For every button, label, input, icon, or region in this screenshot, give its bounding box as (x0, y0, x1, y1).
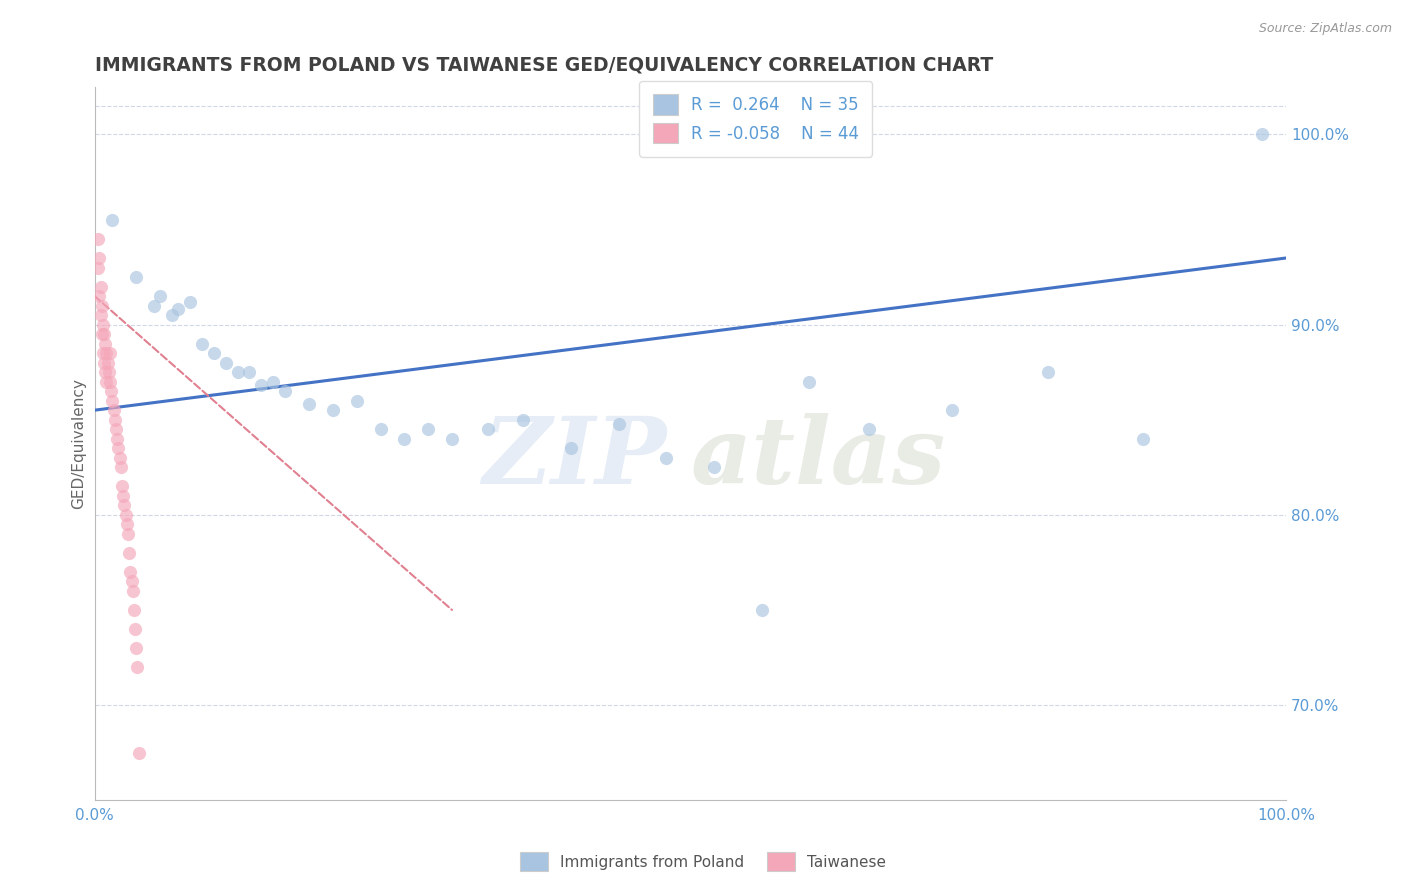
Point (191, 336, 214, 351)
Point (111, 479, 134, 493)
Point (941, 403, 963, 417)
Point (91, 346, 114, 360)
Point (607, 417, 630, 431)
Point (97, 356, 120, 370)
Point (98, 346, 121, 360)
Point (117, 526, 139, 541)
Point (477, 422, 499, 436)
Y-axis label: GED/Equivalency: GED/Equivalency (72, 378, 86, 509)
Point (89, 289, 111, 303)
Point (87, 260, 110, 275)
Point (90, 308, 112, 322)
Point (105, 422, 128, 436)
Point (96, 346, 118, 360)
Point (118, 546, 141, 560)
Point (121, 583, 143, 598)
Point (179, 294, 201, 309)
Point (858, 422, 880, 436)
Point (90, 327, 112, 342)
Point (128, 746, 150, 760)
Point (125, 270, 148, 285)
Point (214, 356, 236, 370)
Point (91, 318, 114, 332)
Point (149, 289, 172, 303)
Point (96, 375, 118, 389)
Point (127, 660, 149, 674)
Point (125, 640, 148, 655)
Point (799, 375, 821, 389)
Point (1251, 128, 1274, 142)
Point (298, 397, 321, 411)
Legend: R =  0.264    N = 35, R = -0.058    N = 44: R = 0.264 N = 35, R = -0.058 N = 44 (640, 81, 872, 156)
Text: atlas: atlas (690, 413, 945, 503)
Point (90, 299, 112, 313)
Point (120, 565, 142, 579)
Point (703, 460, 725, 475)
Point (114, 508, 136, 522)
Point (1036, 365, 1059, 379)
Text: IMMIGRANTS FROM POLAND VS TAIWANESE GED/EQUIVALENCY CORRELATION CHART: IMMIGRANTS FROM POLAND VS TAIWANESE GED/… (94, 55, 993, 74)
Point (87, 232, 110, 246)
Point (167, 302, 190, 317)
Point (94, 336, 117, 351)
Point (274, 384, 297, 399)
Point (103, 403, 125, 417)
Point (101, 213, 124, 227)
Point (394, 432, 416, 446)
Text: Source: ZipAtlas.com: Source: ZipAtlas.com (1258, 22, 1392, 36)
Point (143, 299, 166, 313)
Point (655, 450, 678, 465)
Point (202, 346, 225, 360)
Point (115, 517, 138, 532)
Point (108, 450, 131, 465)
Point (560, 442, 582, 456)
Legend: Immigrants from Poland, Taiwanese: Immigrants from Poland, Taiwanese (515, 847, 891, 877)
Point (370, 422, 392, 436)
Point (418, 422, 440, 436)
Point (262, 375, 284, 389)
Point (93, 327, 115, 342)
Point (512, 413, 534, 427)
Point (97, 365, 120, 379)
Point (1132, 432, 1154, 446)
Point (105, 432, 128, 446)
Point (238, 365, 260, 379)
Point (122, 603, 145, 617)
Point (440, 432, 463, 446)
Point (90, 279, 112, 293)
Point (322, 403, 344, 417)
Point (100, 384, 122, 399)
Point (104, 413, 127, 427)
Point (101, 393, 124, 408)
Point (98, 375, 121, 389)
Point (121, 574, 143, 589)
Point (112, 498, 135, 512)
Point (250, 378, 273, 392)
Point (110, 460, 132, 475)
Point (107, 442, 129, 456)
Point (89, 251, 111, 265)
Point (346, 393, 368, 408)
Point (93, 356, 115, 370)
Point (112, 489, 135, 503)
Point (124, 622, 146, 636)
Point (94, 365, 117, 379)
Point (160, 308, 183, 322)
Text: ZIP: ZIP (482, 413, 666, 503)
Point (226, 365, 249, 379)
Point (751, 603, 773, 617)
